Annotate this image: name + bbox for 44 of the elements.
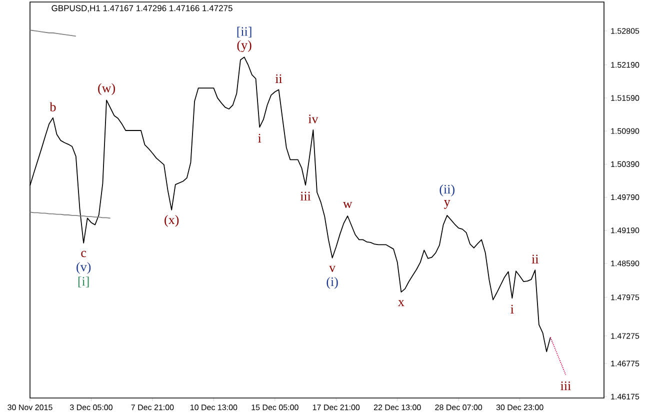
x-tick-label: 30 Dec 23:00 xyxy=(496,404,544,410)
y-tick-label: 1.50990 xyxy=(611,128,640,134)
x-tick-label: 17 Dec 21:00 xyxy=(312,404,360,410)
annotation: (v) xyxy=(76,262,91,274)
annotation: i xyxy=(510,304,514,314)
x-tick-label: 28 Dec 07:00 xyxy=(435,404,482,410)
y-tick-label: 1.51590 xyxy=(611,95,640,101)
x-tick-label: 30 Nov 2015 xyxy=(8,404,52,410)
x-tick-label: 3 Dec 05:00 xyxy=(70,404,112,410)
annotation: b xyxy=(50,102,56,112)
annotation: ii xyxy=(532,254,538,264)
annotation: (w) xyxy=(98,83,115,96)
x-tick-label: 7 Dec 21:00 xyxy=(131,404,174,410)
y-tick-label: 1.52805 xyxy=(611,28,640,34)
annotation: iii xyxy=(300,192,311,200)
annotation: y xyxy=(444,200,450,209)
y-tick-label: 1.46175 xyxy=(611,394,640,400)
line-series xyxy=(30,212,111,219)
annotation: (y) xyxy=(237,40,252,52)
annotation: x xyxy=(398,300,404,306)
annotation: (ii) xyxy=(440,184,454,196)
y-tick-label: 1.50390 xyxy=(611,161,640,167)
x-tick-label: 22 Dec 13:00 xyxy=(374,404,421,410)
annotation: w xyxy=(342,202,352,208)
x-tick-label: 15 Dec 05:00 xyxy=(252,404,298,410)
chart-title: GBPUSD,H1 1.47167 1.47296 1.47166 1.47275 xyxy=(52,5,232,12)
annotation: c xyxy=(81,250,86,258)
annotation: [ii] xyxy=(237,26,252,38)
annotation: (x) xyxy=(164,215,179,227)
annotation: (i) xyxy=(326,277,338,289)
y-tick-label: 1.52190 xyxy=(611,62,640,68)
annotation: iii xyxy=(560,382,571,390)
y-tick-label: 1.48590 xyxy=(611,260,640,266)
y-tick-label: 1.46775 xyxy=(611,360,640,366)
annotation: iv xyxy=(308,114,318,124)
y-tick-label: 1.49790 xyxy=(611,194,640,200)
y-tick-label: 1.47975 xyxy=(611,294,640,300)
annotation: i xyxy=(258,134,262,142)
x-tick-label: 10 Dec 13:00 xyxy=(190,404,238,410)
y-tick-label: 1.49190 xyxy=(611,227,640,234)
annotation: v xyxy=(329,266,336,272)
annotation: [i] xyxy=(78,276,89,288)
annotation: ii xyxy=(275,74,282,83)
y-tick-label: 1.47275 xyxy=(611,333,640,339)
